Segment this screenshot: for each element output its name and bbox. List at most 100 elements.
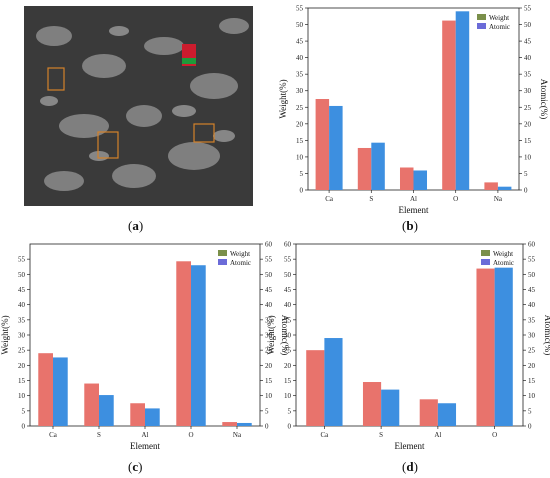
panel-label-b: (b) bbox=[402, 218, 418, 233]
chart-b-bar-atomic bbox=[413, 170, 428, 190]
chart-c-ytick-right-label: 50 bbox=[265, 271, 273, 279]
sem-micrograph bbox=[24, 6, 253, 206]
chart-b-bar-weight bbox=[357, 147, 372, 190]
chart-d-bar-atomic bbox=[381, 389, 400, 426]
chart-d-legend-label: Atomic bbox=[493, 259, 514, 267]
chart-c-ylabel-right: Atomic(%) bbox=[280, 315, 290, 356]
chart-b-ytick-right-label: 40 bbox=[524, 54, 532, 62]
chart-d-xtick-label: S bbox=[379, 431, 383, 439]
chart-b-ytick-label: 10 bbox=[296, 153, 304, 161]
chart-d-ytick-right-label: 60 bbox=[528, 241, 536, 249]
chart-c-ytick-right-label: 10 bbox=[265, 392, 273, 400]
chart-c-ytick-right-label: 15 bbox=[265, 377, 273, 385]
chart-b-bar-atomic bbox=[329, 105, 343, 190]
chart-b-bar-weight bbox=[315, 99, 330, 190]
chart-b-ylabel: Weight(%) bbox=[278, 79, 288, 118]
chart-b-ytick-right-label: 25 bbox=[524, 104, 532, 112]
chart-d-ytick-label: 25 bbox=[284, 347, 292, 355]
chart-b-xtick-label: Ca bbox=[325, 195, 334, 203]
marker-green bbox=[182, 58, 196, 64]
chart-c-ytick-label: 50 bbox=[18, 271, 26, 279]
chart-b-ytick-right-label: 45 bbox=[524, 38, 532, 46]
chart-c-ytick-right-label: 55 bbox=[265, 256, 273, 264]
chart-c-xtick-label: Ca bbox=[49, 431, 58, 439]
chart-b-ytick-label: 35 bbox=[296, 71, 304, 79]
chart-b-ytick-right-label: 55 bbox=[524, 5, 532, 13]
chart-d-ytick-label: 60 bbox=[284, 241, 292, 249]
chart-c-legend-swatch bbox=[218, 250, 227, 256]
chart-c-ylabel: Weight(%) bbox=[0, 315, 10, 354]
chart-c-ytick-right-label: 30 bbox=[265, 332, 273, 340]
panel-label-a: (a) bbox=[128, 218, 144, 233]
chart-c-xtick-label: Na bbox=[233, 431, 242, 439]
panel-b-chart: 0 5 10 15 20 25 30 35 40 45 50 55 0 5 10 15 20 25 30 35 40 45… bbox=[278, 5, 549, 216]
chart-c-ytick-label: 10 bbox=[18, 392, 26, 400]
panel-c-chart: 0510152025303540455055051015202530354045… bbox=[0, 241, 290, 452]
chart-c-bar-atomic bbox=[237, 422, 252, 426]
panel-label-c: (c) bbox=[128, 459, 143, 474]
chart-b-ytick-label: 20 bbox=[296, 120, 304, 128]
chart-b-bar-weight bbox=[484, 182, 498, 190]
chart-b-legend-label: Atomic bbox=[489, 23, 510, 31]
chart-c-ytick-label: 55 bbox=[18, 256, 26, 264]
chart-b-ytick-right-label: 35 bbox=[524, 71, 532, 79]
chart-d-ytick-right-label: 40 bbox=[528, 301, 536, 309]
chart-d-ytick-label: 50 bbox=[284, 271, 292, 279]
chart-c-bar-weight bbox=[176, 261, 191, 426]
chart-c-ytick-label: 15 bbox=[18, 377, 26, 385]
chart-c-xtick-label: O bbox=[188, 431, 193, 439]
chart-d-ytick-label: 15 bbox=[284, 377, 292, 385]
chart-d-ytick-right-label: 5 bbox=[528, 407, 532, 415]
chart-d-ytick-right-label: 25 bbox=[528, 347, 536, 355]
chart-b-ytick-right-label: 15 bbox=[524, 137, 532, 145]
chart-d-xtick-label: O bbox=[492, 431, 497, 439]
chart-d-xlabel: Element bbox=[395, 441, 425, 451]
chart-d-xtick-label: Al bbox=[434, 431, 441, 439]
chart-b-xtick-label: S bbox=[369, 195, 373, 203]
chart-d-ytick-label: 0 bbox=[288, 423, 292, 431]
chart-b-bar-weight bbox=[399, 167, 414, 190]
chart-c-ytick-right-label: 5 bbox=[265, 407, 269, 415]
panel-d-chart: 0510152025303540455055600510152025303540… bbox=[266, 241, 550, 452]
chart-d-ytick-label: 20 bbox=[284, 362, 292, 370]
chart-b-ytick-right-label: 50 bbox=[524, 21, 532, 29]
chart-c-legend-swatch bbox=[218, 259, 227, 265]
chart-b-xtick-label: Al bbox=[410, 195, 417, 203]
chart-d-bar-atomic bbox=[494, 267, 513, 426]
chart-c-bar-weight bbox=[38, 353, 53, 426]
chart-b-ytick-label: 50 bbox=[296, 21, 304, 29]
chart-c-xlabel: Element bbox=[130, 441, 160, 451]
chart-c-ytick-right-label: 25 bbox=[265, 347, 273, 355]
chart-b-legend-swatch bbox=[477, 14, 486, 20]
chart-d-ytick-right-label: 45 bbox=[528, 286, 536, 294]
chart-c-bar-atomic bbox=[145, 408, 160, 426]
panel-label-d: (d) bbox=[402, 459, 418, 474]
chart-b-ytick-label: 15 bbox=[296, 137, 304, 145]
chart-c-ytick-right-label: 35 bbox=[265, 316, 273, 324]
chart-c-xtick-label: Al bbox=[142, 431, 149, 439]
chart-c-xtick-label: S bbox=[97, 431, 101, 439]
chart-c-ytick-label: 20 bbox=[18, 362, 26, 370]
chart-d-bar-weight bbox=[306, 350, 325, 426]
chart-b-xlabel: Element bbox=[399, 205, 429, 215]
roi-box-3 bbox=[193, 123, 215, 143]
chart-d-ytick-label: 5 bbox=[288, 407, 292, 415]
chart-c-bar-atomic bbox=[99, 395, 114, 426]
roi-box-2 bbox=[97, 131, 119, 159]
chart-b-ytick-right-label: 10 bbox=[524, 153, 532, 161]
chart-d-ytick-label: 10 bbox=[284, 392, 292, 400]
sem-texture bbox=[24, 6, 253, 206]
chart-d-bar-atomic bbox=[324, 338, 343, 426]
chart-b-legend-swatch bbox=[477, 23, 486, 29]
chart-c-bar-atomic bbox=[191, 265, 206, 426]
chart-c-bar-atomic bbox=[53, 357, 68, 426]
chart-b-legend-label: Weight bbox=[489, 14, 509, 22]
chart-b-xtick-label: O bbox=[453, 195, 458, 203]
chart-b-ytick-label: 40 bbox=[296, 54, 304, 62]
chart-c-ytick-right-label: 45 bbox=[265, 286, 273, 294]
chart-d-xtick-label: Ca bbox=[320, 431, 329, 439]
chart-b-bar-atomic bbox=[455, 11, 470, 190]
chart-b-ytick-label: 0 bbox=[300, 187, 304, 195]
chart-d-ytick-label: 30 bbox=[284, 332, 292, 340]
chart-d-ytick-label: 45 bbox=[284, 286, 292, 294]
